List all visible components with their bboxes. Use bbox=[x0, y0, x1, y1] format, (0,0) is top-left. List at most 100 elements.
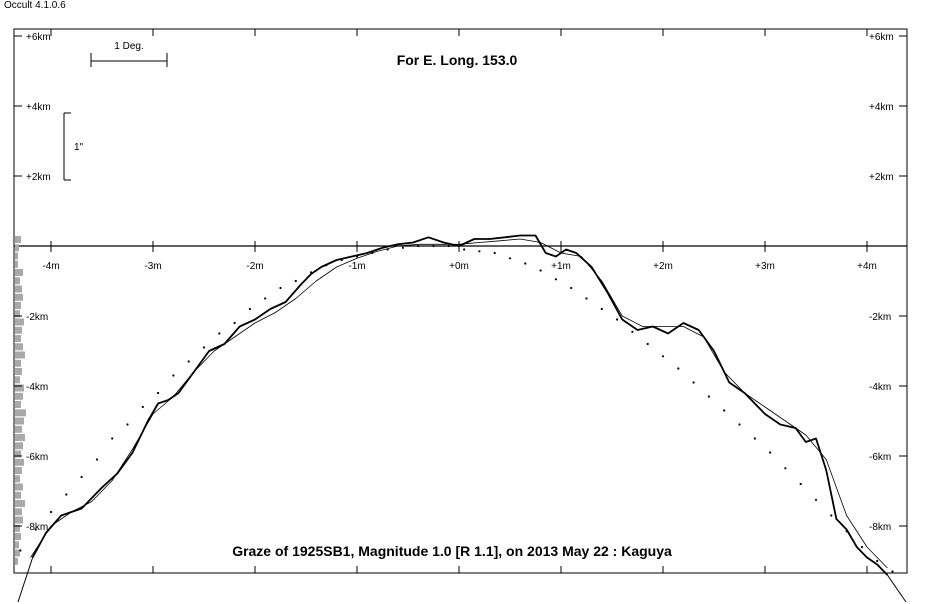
kaguya-profile-line bbox=[31, 234, 889, 576]
limb-dot bbox=[172, 374, 175, 377]
limb-dot bbox=[661, 355, 665, 358]
smoothed-profile-line bbox=[30, 238, 888, 569]
limb-dot bbox=[769, 451, 772, 454]
x-tick-label: -2m bbox=[246, 261, 263, 272]
limb-dot bbox=[600, 307, 603, 311]
histogram-bars bbox=[15, 236, 26, 565]
limb-dot bbox=[279, 286, 282, 290]
scale-bar-horizontal-label: 1 Deg. bbox=[114, 41, 143, 52]
histogram-bar bbox=[15, 277, 20, 285]
limb-dot bbox=[692, 381, 695, 384]
x-tick-label: -3m bbox=[144, 261, 161, 272]
histogram-bar bbox=[15, 359, 21, 367]
limb-dot bbox=[432, 244, 435, 248]
limb-dot bbox=[845, 530, 848, 533]
histogram-bar bbox=[15, 401, 21, 408]
scale-bar-vertical: 1" bbox=[63, 112, 84, 181]
histogram-bar bbox=[15, 491, 21, 499]
histogram-bar bbox=[15, 318, 24, 326]
limb-dot bbox=[738, 423, 741, 426]
y-tick-label-right: -2km bbox=[869, 312, 891, 323]
limb-dot bbox=[723, 409, 726, 412]
limb-dot bbox=[860, 545, 864, 549]
histogram-bar bbox=[15, 450, 21, 458]
limb-dot bbox=[646, 342, 649, 346]
histogram-bar bbox=[15, 500, 25, 507]
limb-dot bbox=[65, 493, 68, 496]
limb-dot bbox=[891, 570, 894, 573]
y-tick-label-left: -6km bbox=[26, 452, 48, 463]
y-tick-label-right: -8km bbox=[869, 522, 891, 533]
histogram-bar bbox=[15, 310, 20, 318]
histogram-bar bbox=[15, 335, 21, 342]
limb-dot bbox=[784, 467, 787, 470]
histogram-bar bbox=[15, 236, 21, 243]
limb-dot bbox=[493, 251, 496, 255]
limb-dot bbox=[631, 330, 634, 333]
histogram-bar bbox=[15, 252, 18, 260]
histogram-bar bbox=[15, 425, 22, 433]
scale-bar-vertical-label: 1" bbox=[74, 142, 84, 153]
limb-dot bbox=[677, 367, 680, 370]
limb-dot bbox=[355, 255, 359, 258]
histogram-bar bbox=[15, 467, 22, 474]
histogram-bar bbox=[15, 376, 20, 384]
histogram-bar bbox=[15, 483, 23, 491]
limb-dot bbox=[80, 475, 83, 479]
y-tick-label-left: -8km bbox=[26, 522, 48, 533]
limb-dot bbox=[202, 346, 206, 349]
histogram-bar bbox=[15, 442, 23, 450]
limb-dot bbox=[218, 332, 221, 335]
histogram-bar bbox=[15, 285, 22, 293]
histogram-bar bbox=[15, 244, 19, 252]
y-tick-label-right: -4km bbox=[869, 382, 891, 393]
x-tick-label: -1m bbox=[348, 261, 365, 272]
limb-dot bbox=[539, 269, 542, 272]
limb-dot bbox=[417, 244, 420, 248]
x-tick-label: +1m bbox=[551, 261, 571, 272]
y-tick-label-left: -2km bbox=[26, 312, 48, 323]
limb-dot bbox=[401, 246, 404, 249]
limb-dot bbox=[463, 248, 466, 251]
y-tick-label-left: +4km bbox=[26, 102, 51, 113]
histogram-bar bbox=[15, 351, 25, 359]
histogram-bar bbox=[15, 533, 21, 540]
limb-dot bbox=[233, 321, 236, 325]
limb-dot bbox=[264, 297, 267, 300]
histogram-bar bbox=[15, 384, 24, 392]
app-title: Occult 4.1.0.6 bbox=[4, 0, 66, 11]
limb-dot bbox=[814, 498, 818, 501]
chart-title: For E. Long. 153.0 bbox=[397, 52, 518, 68]
y-tick-label-right: +4km bbox=[869, 102, 894, 113]
limb-dot bbox=[310, 271, 313, 274]
limb-dot bbox=[524, 262, 527, 265]
y-tick-label-right: +2km bbox=[869, 172, 894, 183]
histogram-bar bbox=[15, 524, 20, 532]
limb-dot bbox=[799, 482, 802, 486]
limb-dot bbox=[187, 360, 190, 363]
histogram-bar bbox=[15, 392, 23, 400]
histogram-bar bbox=[15, 343, 23, 351]
limb-dot bbox=[478, 250, 481, 253]
histogram-bar bbox=[15, 549, 20, 557]
histogram-bar bbox=[15, 475, 20, 483]
limb-extension-right bbox=[886, 574, 907, 603]
histogram-bar bbox=[15, 326, 22, 334]
y-tick-label-right: -6km bbox=[869, 452, 891, 463]
histogram-bar bbox=[15, 417, 24, 425]
y-tick-label-left: -4km bbox=[26, 382, 48, 393]
limb-dot bbox=[447, 244, 450, 248]
x-tick-label: +0m bbox=[449, 261, 469, 272]
limb-dot bbox=[248, 307, 251, 311]
limb-dot bbox=[34, 528, 37, 531]
x-tick-label: +3m bbox=[755, 261, 775, 272]
limb-dot bbox=[508, 257, 512, 260]
limb-dot bbox=[294, 279, 297, 283]
histogram-bar bbox=[15, 302, 21, 309]
x-tick-label: +2m bbox=[653, 261, 673, 272]
histogram-bar bbox=[15, 516, 23, 524]
limb-dot bbox=[753, 437, 756, 440]
scale-bar-horizontal: 1 Deg. bbox=[90, 41, 168, 67]
y-tick-label-left: +2km bbox=[26, 172, 51, 183]
